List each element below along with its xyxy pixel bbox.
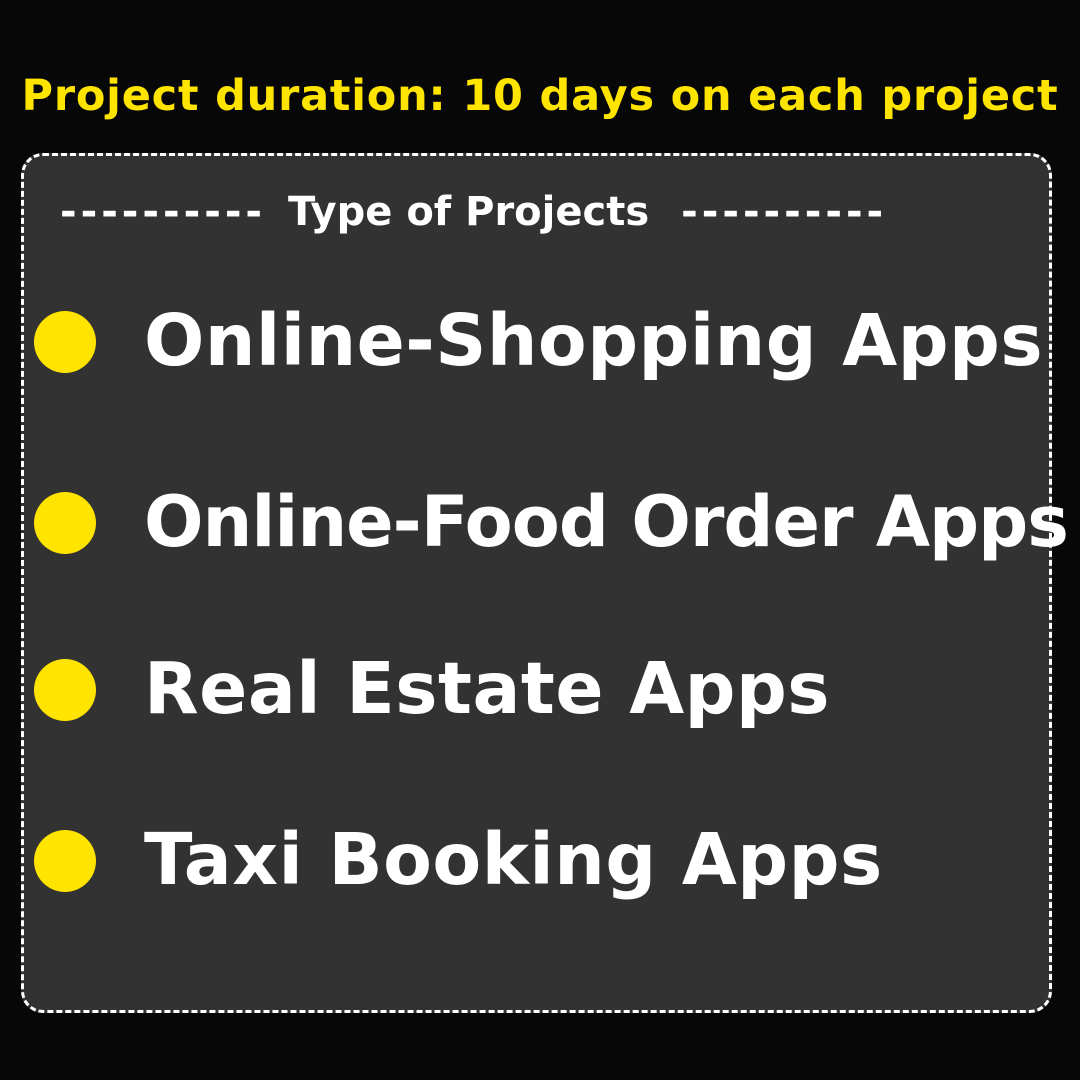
left-dash-divider: ---------- [60, 189, 267, 235]
yellow-circle-bullet-icon [34, 659, 96, 721]
project-type-label: Online-Food Order Apps [144, 481, 1069, 563]
yellow-circle-bullet-icon [34, 830, 96, 892]
project-duration-headline: Project duration: 10 days on each projec… [21, 71, 1059, 121]
project-types-card [21, 153, 1052, 1013]
project-type-item-taxi-booking: Taxi Booking Apps [0, 815, 1080, 905]
type-of-projects-label: Type of Projects [288, 189, 650, 235]
project-type-item-online-food-order: Online-Food Order Apps [0, 477, 1080, 567]
project-type-label: Real Estate Apps [144, 647, 831, 730]
yellow-circle-bullet-icon [34, 311, 96, 373]
yellow-circle-bullet-icon [34, 492, 96, 554]
project-type-item-online-shopping: Online-Shopping Apps [0, 296, 1080, 386]
project-type-label: Taxi Booking Apps [144, 818, 883, 901]
right-dash-divider: ---------- [681, 189, 888, 235]
project-type-label: Online-Shopping Apps [144, 299, 1044, 382]
project-type-item-real-estate: Real Estate Apps [0, 644, 1080, 734]
project-types-subtitle: ---------- Type of Projects ---------- [60, 186, 960, 238]
